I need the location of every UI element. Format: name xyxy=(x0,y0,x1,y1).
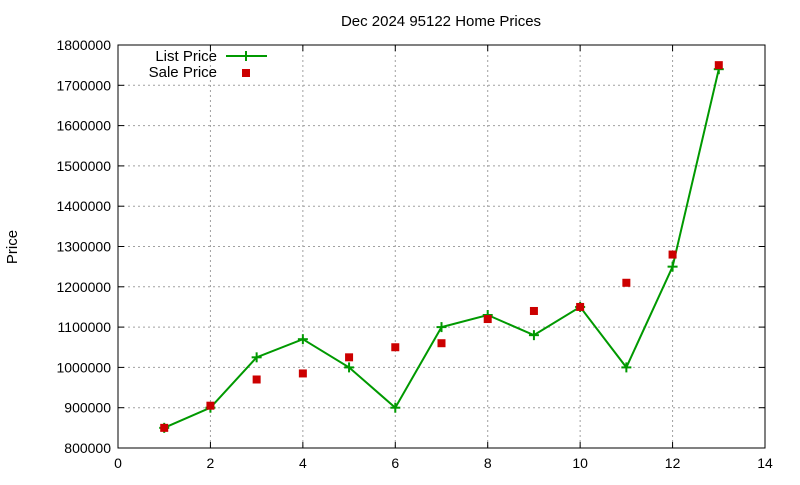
plot-frame xyxy=(117,44,766,449)
data-point xyxy=(714,61,723,70)
data-point xyxy=(297,334,308,345)
data-point xyxy=(668,250,677,259)
y-tick-label: 800000 xyxy=(64,440,111,456)
data-point xyxy=(576,302,585,311)
x-tick-label: 6 xyxy=(391,455,399,471)
series-layer xyxy=(159,61,724,433)
x-tick-label: 12 xyxy=(665,455,681,471)
series-line xyxy=(163,68,720,429)
data-point xyxy=(345,353,354,362)
y-tick-label: 1200000 xyxy=(56,279,111,295)
x-tick-label: 8 xyxy=(484,455,492,471)
y-axis-label: Price xyxy=(4,230,21,264)
y-tick-label: 1600000 xyxy=(56,118,111,134)
y-tick-label: 1000000 xyxy=(56,359,111,375)
data-point xyxy=(160,423,169,432)
legend-marker xyxy=(241,51,251,61)
y-tick-label: 1400000 xyxy=(56,198,111,214)
x-tick-label: 4 xyxy=(299,455,307,471)
chart-title: Dec 2024 95122 Home Prices xyxy=(341,13,541,30)
series-1 xyxy=(160,61,723,432)
data-point xyxy=(391,343,400,352)
x-tick-label: 10 xyxy=(572,455,588,471)
data-point xyxy=(436,322,447,333)
data-point xyxy=(251,352,262,363)
legend-label: List Price xyxy=(155,48,217,65)
data-point xyxy=(622,278,631,287)
y-tick-label: 1300000 xyxy=(56,239,111,255)
y-tick-label: 1100000 xyxy=(58,319,112,335)
data-point xyxy=(437,339,446,348)
data-point xyxy=(344,362,355,373)
data-point xyxy=(621,362,632,373)
x-tick-label: 2 xyxy=(207,455,215,471)
y-tick-label: 1500000 xyxy=(56,158,111,174)
data-point xyxy=(529,306,538,315)
data-point xyxy=(528,330,539,341)
data-point xyxy=(298,369,307,378)
data-point xyxy=(667,261,678,272)
legend-label: Sale Price xyxy=(149,64,217,81)
y-tick-label: 900000 xyxy=(64,400,111,416)
data-point xyxy=(252,375,261,384)
y-tick-label: 1800000 xyxy=(56,37,111,53)
legend-marker xyxy=(242,69,250,77)
y-tick-label: 1700000 xyxy=(56,77,111,93)
axes-layer: 0 2 4 6 8 10 12 14 800000 900000 1000000 1100000 120… xyxy=(56,37,773,471)
data-point xyxy=(483,315,492,324)
series-0 xyxy=(159,64,724,433)
grid-layer xyxy=(118,45,765,448)
data-point xyxy=(390,402,401,413)
x-tick-label: 14 xyxy=(757,455,773,471)
data-point xyxy=(206,401,215,410)
x-tick-label: 0 xyxy=(114,455,122,471)
